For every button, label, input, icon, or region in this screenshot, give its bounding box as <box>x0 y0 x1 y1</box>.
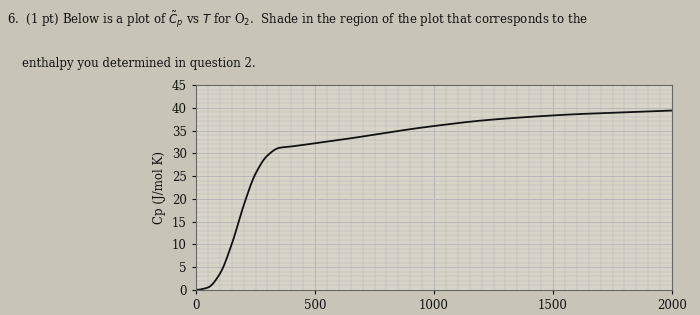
Y-axis label: Cp (J/mol K): Cp (J/mol K) <box>153 151 167 224</box>
Text: enthalpy you determined in question 2.: enthalpy you determined in question 2. <box>7 57 256 70</box>
Text: 6.  (1 pt) Below is a plot of $\tilde{C}_p$ vs $T$ for O$_2$.  Shade in the regi: 6. (1 pt) Below is a plot of $\tilde{C}_… <box>7 9 588 30</box>
